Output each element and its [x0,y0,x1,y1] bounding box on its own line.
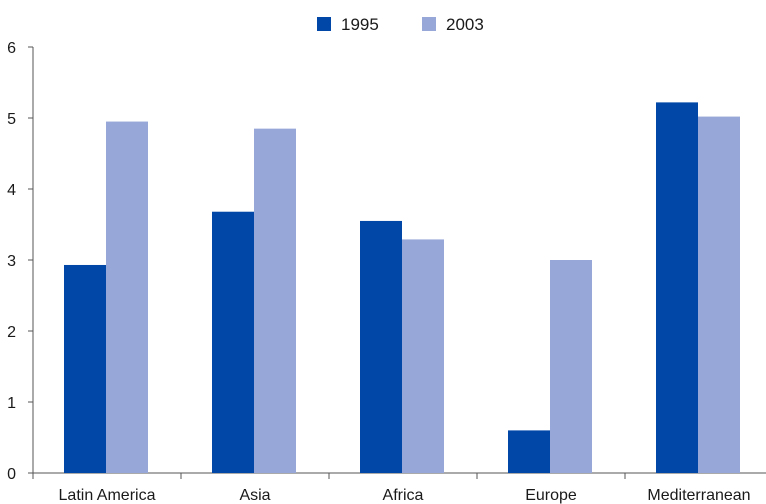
bar-2003-asia [254,128,296,473]
bar-1995-asia [212,211,254,473]
legend: 1995 2003 [317,15,484,34]
bar-1995-mediterranean [656,102,698,473]
category-label: Latin America [59,487,156,504]
category-label: Africa [383,487,424,504]
bar-1995-latin-america [64,264,106,473]
legend-swatch-1995 [317,17,331,31]
legend-label: 1995 [341,15,379,34]
bar-1995-europe [508,430,550,473]
axes: 0 1 2 3 4 5 6 [7,40,766,483]
y-tick-label: 0 [7,466,16,483]
category-label: Europe [525,487,577,504]
bar-2003-europe [550,260,592,473]
bar-1995-africa [360,220,402,473]
legend-swatch-2003 [422,17,436,31]
y-tick-label: 4 [7,182,16,199]
category-label: Asia [239,487,270,504]
y-tick-label: 1 [7,395,16,412]
bar-2003-africa [402,239,444,473]
bar-2003-latin-america [106,121,148,474]
y-tick-label: 3 [7,253,16,270]
y-tick-label: 6 [7,40,16,57]
y-tick-label: 2 [7,324,16,341]
bar-2003-mediterranean [698,116,740,473]
y-tick-label: 5 [7,111,16,128]
category-label: Mediterranean [647,487,750,504]
legend-label: 2003 [446,15,484,34]
category-labels: Latin America Asia Africa Europe Mediterrane… [59,487,751,504]
bars [64,102,740,474]
